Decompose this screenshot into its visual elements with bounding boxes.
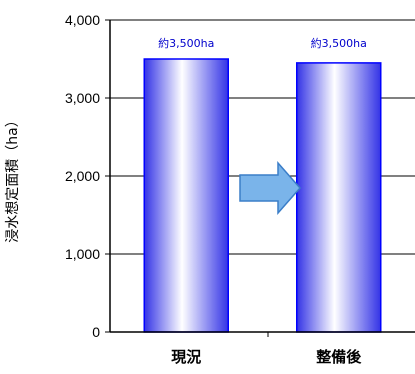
y-axis-ticks: 0 1,000 2,000 3,000 4,000 (65, 12, 110, 340)
bar-data-label: 約3,500ha (158, 36, 214, 50)
y-tick-label: 4,000 (65, 12, 100, 28)
bar (143, 58, 229, 333)
y-tick-label: 0 (92, 324, 100, 340)
x-category-label: 現況 (171, 348, 201, 366)
bars: 約3,500ha 現況 約3,500ha 整備後 (143, 36, 382, 366)
bar (296, 62, 382, 333)
y-tick-label: 3,000 (65, 90, 100, 106)
bar-data-label: 約3,500ha (311, 36, 367, 50)
y-tick-label: 1,000 (65, 246, 100, 262)
y-tick-label: 2,000 (65, 168, 100, 184)
y-axis-title: 浸水想定面積（ha） (5, 113, 21, 242)
x-category-label: 整備後 (316, 348, 362, 366)
arrow-right-icon (239, 161, 301, 215)
